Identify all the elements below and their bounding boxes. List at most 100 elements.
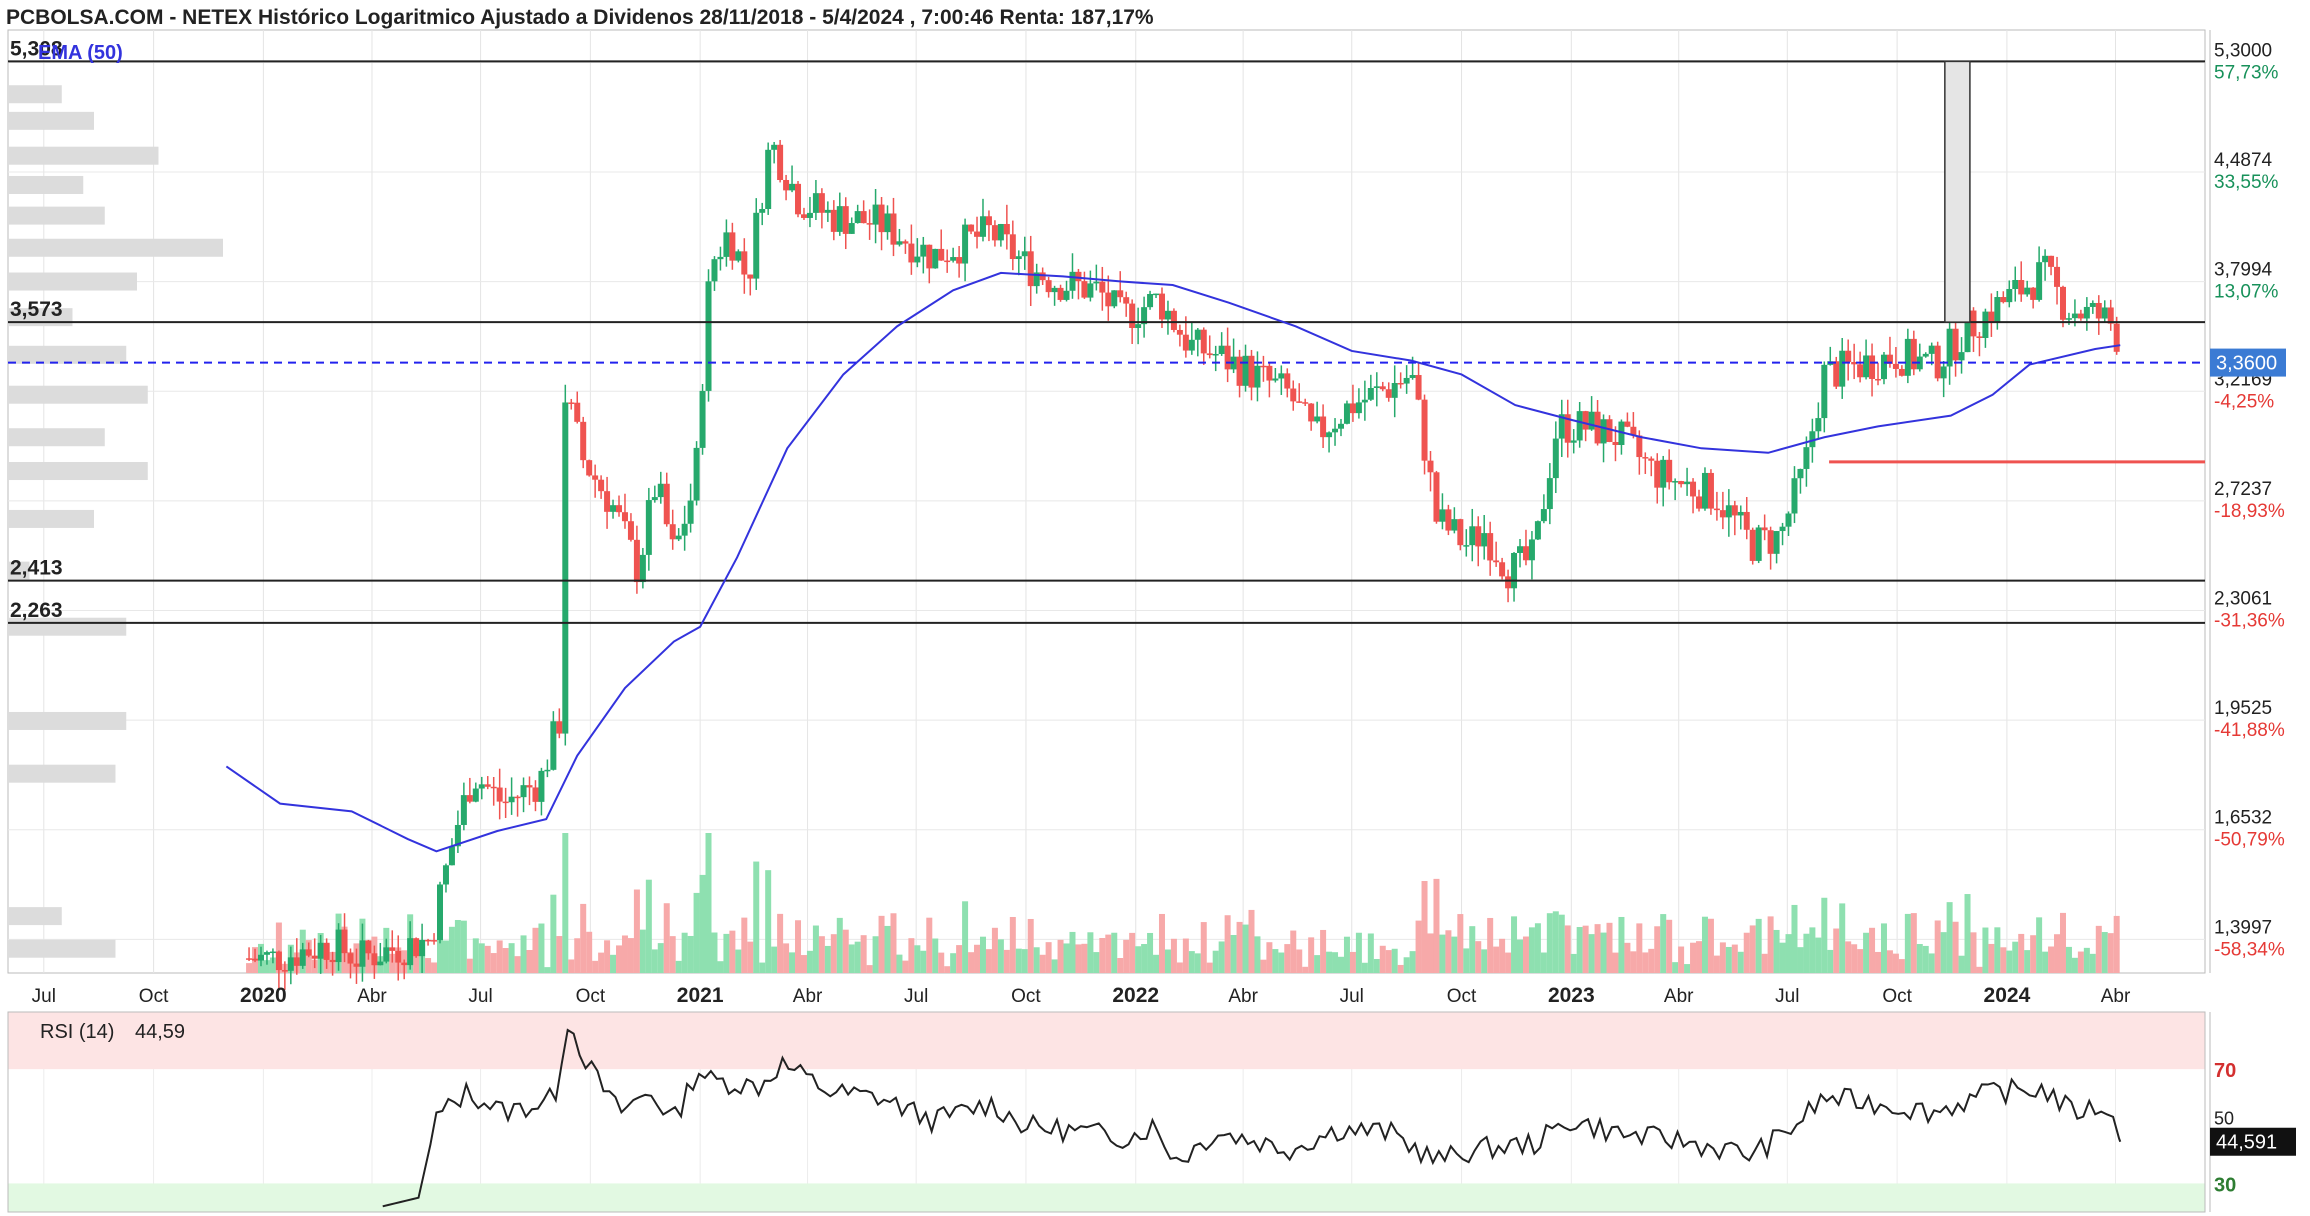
volume-bar bbox=[1164, 949, 1171, 973]
volume-bar bbox=[1343, 936, 1350, 973]
volume-profile-bar bbox=[8, 175, 84, 194]
x-tick-label: Jul bbox=[1340, 986, 1364, 1007]
candle-down bbox=[616, 505, 623, 513]
price-axis-value: 1,6532 bbox=[2214, 808, 2272, 829]
candle-down bbox=[1266, 365, 1273, 381]
candle-up bbox=[1982, 311, 1989, 338]
volume-bar bbox=[1713, 955, 1720, 973]
volume-profile-bar bbox=[8, 272, 137, 291]
candle-up bbox=[263, 952, 270, 955]
volume-bar bbox=[842, 929, 849, 973]
candle-down bbox=[371, 953, 378, 966]
volume-bar bbox=[1666, 919, 1673, 973]
price-axis-percent: -18,93% bbox=[2214, 501, 2285, 522]
candle-down bbox=[1719, 510, 1726, 518]
volume-bar bbox=[795, 920, 802, 973]
price-axis-value: 1,3997 bbox=[2214, 917, 2272, 938]
volume-bar bbox=[1475, 941, 1482, 973]
price-axis-value: 5,3000 bbox=[2214, 40, 2272, 61]
candle-up bbox=[789, 183, 796, 191]
volume-bar bbox=[1928, 953, 1935, 973]
volume-bar bbox=[389, 953, 396, 973]
volume-bar bbox=[1212, 950, 1219, 973]
candle-down bbox=[496, 787, 503, 802]
candle-up bbox=[520, 785, 527, 798]
volume-bar bbox=[1958, 955, 1965, 973]
volume-bar bbox=[991, 927, 998, 973]
candle-up bbox=[681, 523, 688, 536]
volume-profile-bar bbox=[8, 509, 94, 528]
volume-bar bbox=[1779, 942, 1786, 973]
candle-down bbox=[1009, 234, 1016, 260]
volume-bar bbox=[1576, 927, 1583, 973]
rsi-legend-value: 44,59 bbox=[135, 1021, 185, 1043]
volume-bar bbox=[1719, 942, 1726, 973]
volume-bar bbox=[1224, 915, 1231, 973]
candle-up bbox=[1994, 297, 2001, 323]
volume-bar bbox=[1117, 957, 1124, 973]
volume-bar bbox=[699, 874, 706, 973]
volume-bar bbox=[1648, 948, 1655, 973]
volume-bar bbox=[1642, 952, 1649, 973]
volume-bar bbox=[1158, 913, 1165, 973]
volume-bar bbox=[789, 952, 796, 973]
candle-up bbox=[651, 497, 658, 501]
candle-down bbox=[353, 963, 360, 967]
volume-bar bbox=[1206, 962, 1213, 973]
candle-down bbox=[830, 209, 837, 232]
candle-up bbox=[950, 257, 957, 261]
candle-up bbox=[675, 535, 682, 540]
volume-bar bbox=[974, 944, 981, 973]
candle-up bbox=[448, 846, 455, 866]
volume-bar bbox=[956, 945, 963, 973]
candle-up bbox=[1558, 414, 1565, 439]
volume-bar bbox=[1540, 952, 1547, 973]
volume-bar bbox=[1737, 951, 1744, 973]
volume-bar bbox=[1916, 944, 1923, 973]
volume-bar bbox=[908, 938, 915, 973]
candle-down bbox=[1976, 336, 1983, 338]
volume-bar bbox=[1075, 944, 1082, 973]
x-tick-year-label: 2024 bbox=[1984, 984, 2031, 1007]
candle-up bbox=[1517, 546, 1524, 553]
volume-bar bbox=[1314, 955, 1321, 973]
candle-up bbox=[1135, 324, 1142, 328]
volume-bar bbox=[574, 938, 581, 973]
volume-bar bbox=[514, 956, 521, 973]
volume-bar bbox=[2048, 946, 2055, 973]
volume-bar bbox=[1863, 932, 1870, 973]
volume-bar bbox=[2054, 934, 2061, 973]
candle-up bbox=[1839, 350, 1846, 387]
candle-down bbox=[1415, 375, 1422, 400]
candle-up bbox=[1033, 272, 1040, 287]
candle-down bbox=[1129, 303, 1136, 328]
candle-down bbox=[1767, 530, 1774, 554]
volume-bar bbox=[2036, 917, 2043, 973]
candle-down bbox=[621, 512, 628, 522]
volume-bar bbox=[1326, 951, 1333, 973]
candle-up bbox=[645, 500, 652, 555]
last-price-badge bbox=[2210, 348, 2286, 377]
volume-bar bbox=[1904, 913, 1911, 973]
volume-bar bbox=[1355, 932, 1362, 973]
candle-down bbox=[968, 224, 975, 232]
candle-up bbox=[1111, 290, 1118, 307]
x-tick-label: Oct bbox=[576, 986, 606, 1007]
volume-bar bbox=[1176, 962, 1183, 973]
volume-profile-bar bbox=[8, 462, 148, 481]
candle-down bbox=[1421, 399, 1428, 461]
candle-up bbox=[1958, 352, 1965, 361]
candle-up bbox=[1880, 354, 1887, 380]
volume-bar bbox=[442, 940, 449, 973]
candle-down bbox=[627, 521, 634, 540]
candle-down bbox=[1200, 329, 1207, 354]
volume-bar bbox=[1558, 914, 1565, 973]
volume-bar bbox=[1982, 927, 1989, 973]
volume-bar bbox=[472, 938, 479, 973]
candle-down bbox=[1176, 329, 1183, 335]
volume-bar bbox=[568, 959, 575, 973]
volume-profile-bar bbox=[8, 146, 159, 165]
volume-bar bbox=[1845, 941, 1852, 973]
volume-bar bbox=[950, 953, 957, 973]
